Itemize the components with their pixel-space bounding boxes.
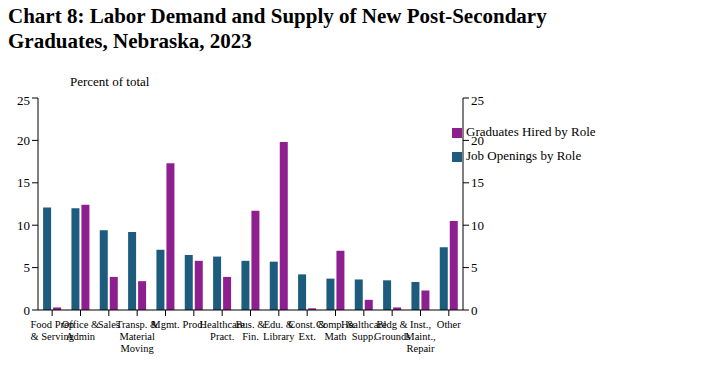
svg-text:15: 15 — [17, 175, 30, 190]
svg-text:Other: Other — [437, 319, 461, 330]
svg-text:0: 0 — [24, 303, 31, 318]
svg-text:15: 15 — [471, 175, 484, 190]
svg-text:20: 20 — [471, 133, 484, 148]
svg-text:25: 25 — [471, 93, 484, 108]
svg-text:5: 5 — [471, 260, 478, 275]
svg-text:25: 25 — [17, 93, 30, 108]
svg-text:10: 10 — [17, 218, 30, 233]
svg-text:5: 5 — [24, 260, 31, 275]
svg-text:Office &Admin: Office &Admin — [62, 319, 99, 342]
svg-text:0: 0 — [471, 303, 478, 318]
svg-text:Bus. &Fin.: Bus. &Fin. — [236, 319, 266, 342]
svg-text:Inst.,Maint.,Repair: Inst.,Maint.,Repair — [405, 319, 435, 354]
svg-text:Mgmt.: Mgmt. — [151, 319, 179, 330]
svg-text:20: 20 — [17, 133, 30, 148]
svg-text:10: 10 — [471, 218, 484, 233]
